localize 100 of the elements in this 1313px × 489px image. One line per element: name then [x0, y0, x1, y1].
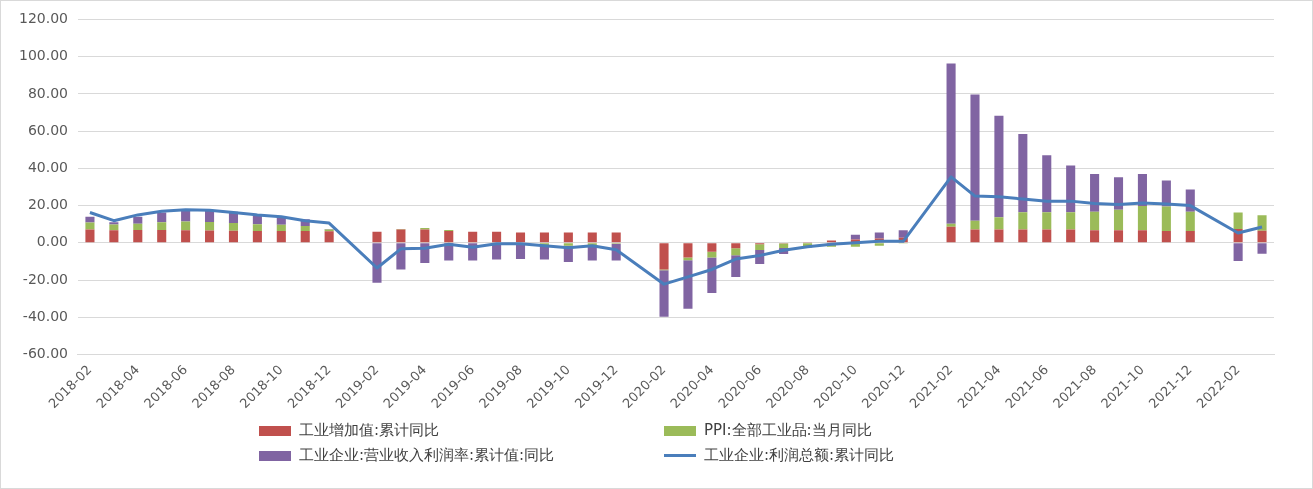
bar	[563, 232, 573, 243]
y-tick-label: 100.00	[18, 47, 68, 64]
bar	[707, 251, 717, 258]
bar	[1137, 230, 1147, 243]
bar	[659, 243, 669, 270]
bar	[731, 248, 741, 256]
bar	[133, 223, 143, 230]
bar	[324, 231, 334, 243]
bar	[1137, 173, 1147, 206]
bar	[1233, 243, 1243, 262]
bar	[228, 223, 239, 231]
bar	[300, 226, 310, 232]
bar	[1185, 231, 1195, 243]
bar	[994, 217, 1004, 230]
legend-label: 工业企业:营业收入利润率:累计值:同比	[299, 446, 555, 465]
bar	[205, 221, 215, 231]
bar	[372, 231, 382, 243]
bar	[1113, 177, 1124, 210]
bar	[755, 244, 765, 250]
bar	[1042, 212, 1052, 230]
bar	[683, 260, 693, 309]
bar	[85, 229, 95, 243]
bar	[515, 232, 526, 243]
bar	[492, 231, 502, 243]
bar	[133, 229, 143, 243]
bar	[133, 216, 143, 224]
bar	[1233, 212, 1243, 229]
bar	[683, 243, 693, 258]
y-tick-label: -40.00	[22, 307, 68, 324]
bar	[1257, 215, 1267, 231]
bar	[946, 63, 956, 224]
bar	[1018, 229, 1028, 243]
bar	[707, 243, 717, 252]
bar	[970, 94, 980, 221]
legend-label: PPI:全部工业品:当月同比	[704, 421, 872, 440]
y-tick-label: -20.00	[22, 270, 68, 287]
bar	[1185, 211, 1195, 232]
bar	[157, 222, 167, 230]
bar	[874, 232, 884, 239]
bar	[779, 243, 789, 249]
bar	[252, 224, 262, 231]
bar	[539, 232, 549, 243]
bar	[1257, 243, 1267, 254]
bar	[970, 220, 980, 230]
bar	[1113, 209, 1124, 231]
bar	[109, 224, 119, 231]
bar	[587, 232, 597, 243]
y-tick-label: 40.00	[27, 159, 68, 175]
bar	[1161, 206, 1171, 232]
bar	[181, 221, 191, 231]
legend-label: 工业增加值:累计同比	[299, 421, 440, 440]
bar	[1137, 205, 1147, 231]
bar	[1066, 165, 1076, 213]
y-tick-label: 20.00	[27, 196, 68, 213]
bar	[420, 229, 430, 243]
bar	[1113, 230, 1124, 243]
y-tick-label: 120.00	[18, 10, 68, 27]
bar	[994, 115, 1004, 218]
bar	[181, 230, 191, 243]
bar	[1161, 231, 1171, 243]
bar	[731, 243, 741, 249]
bar	[181, 210, 191, 222]
bar	[396, 229, 406, 243]
bar	[874, 243, 884, 246]
bar	[611, 232, 621, 243]
bar	[85, 216, 95, 223]
bar	[444, 231, 454, 243]
y-tick-label: 80.00	[27, 84, 68, 101]
bar	[1042, 155, 1052, 213]
bar	[1018, 212, 1028, 230]
bar	[205, 230, 215, 243]
bar	[946, 223, 956, 227]
bar	[1042, 229, 1052, 243]
bar	[228, 230, 239, 243]
bar	[300, 231, 310, 243]
bar	[276, 224, 286, 231]
bar	[659, 270, 669, 317]
bar	[1018, 134, 1028, 213]
y-tick-label: -60.00	[22, 345, 68, 362]
bar	[946, 226, 956, 243]
bar	[372, 243, 382, 283]
bar	[157, 212, 167, 223]
bar	[1090, 211, 1100, 231]
bar	[1257, 230, 1267, 243]
bar	[1066, 212, 1076, 230]
bar	[1090, 230, 1100, 243]
bar	[563, 243, 573, 246]
y-tick-label: 60.00	[27, 121, 68, 138]
bar	[515, 244, 526, 260]
legend-label: 工业企业:利润总额:累计同比	[704, 446, 895, 465]
bar	[994, 229, 1004, 243]
bar	[276, 230, 286, 243]
bar	[109, 222, 119, 225]
bar	[970, 229, 980, 243]
bar	[157, 229, 167, 243]
bar	[109, 230, 119, 243]
bar	[1090, 173, 1100, 212]
bar	[1066, 229, 1076, 243]
y-tick-label: 0.00	[36, 233, 68, 250]
bar	[252, 230, 262, 243]
